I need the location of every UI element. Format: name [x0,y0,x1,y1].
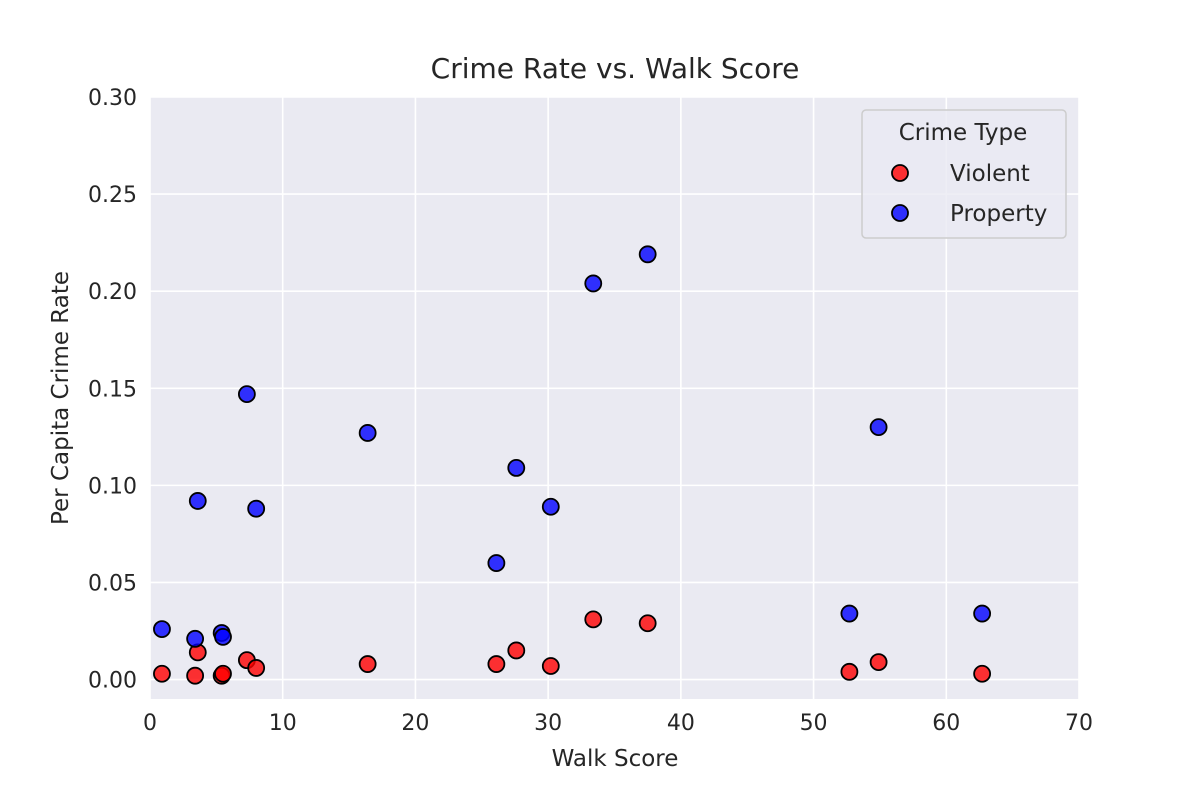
legend-label-violent: Violent [950,161,1030,187]
x-tick-label: 70 [1065,711,1093,736]
x-axis-label: Walk Score [552,746,679,772]
legend-label-property: Property [950,201,1047,227]
y-tick-label: 0.25 [88,183,137,208]
property-point [153,620,171,638]
property-point [869,418,888,437]
violent-point [214,664,232,683]
violent-point [973,664,992,683]
violent-point [153,664,171,683]
data-points [153,245,992,685]
x-tick-label: 20 [401,711,429,736]
violent-point [584,610,603,629]
violent-point [638,614,657,633]
x-tick-label: 50 [800,711,828,736]
violent-point [358,655,377,673]
violent-point [247,659,266,677]
property-point [487,554,506,572]
violent-point [186,666,205,685]
property-point [507,459,526,477]
property-point [188,492,207,510]
x-tick-labels: 0 10 20 30 40 50 60 70 [143,711,1093,736]
violent-point [840,662,859,681]
violent-point [487,655,506,673]
legend: Crime Type Violent Property [861,109,1067,239]
y-tick-labels: 0.00 0.05 0.10 0.15 0.20 0.25 0.30 [88,86,137,694]
legend-marker-property [891,204,909,222]
series-violent [153,610,992,685]
property-point [237,385,256,404]
x-tick-label: 30 [534,711,562,736]
property-point [358,424,377,442]
property-point [247,499,266,518]
y-tick-label: 0.15 [88,377,137,402]
violent-point [507,641,526,660]
x-tick-label: 0 [143,711,157,736]
legend-title: Crime Type [899,120,1028,146]
property-point [584,274,603,293]
property-point [973,604,992,623]
violent-point [869,653,888,672]
x-tick-label: 40 [667,711,695,736]
y-tick-label: 0.00 [88,669,137,694]
legend-box [861,109,1067,239]
property-point [541,497,560,516]
grid-lines [149,96,1080,699]
property-point [186,629,205,648]
property-point [214,627,232,646]
x-tick-label: 10 [269,711,297,736]
y-tick-label: 0.30 [88,86,137,111]
legend-marker-violent [891,164,909,182]
y-axis-label: Per Capita Crime Rate [48,271,74,525]
violent-point [541,657,560,675]
chart-title: Crime Rate vs. Walk Score [431,52,800,85]
y-tick-label: 0.10 [88,474,137,499]
y-tick-label: 0.05 [88,571,137,596]
series-property [153,245,992,648]
property-point [638,245,657,264]
property-point [840,604,859,623]
x-tick-label: 60 [932,711,960,736]
y-tick-label: 0.20 [88,280,137,305]
legend-entries: Violent Property [891,161,1047,227]
